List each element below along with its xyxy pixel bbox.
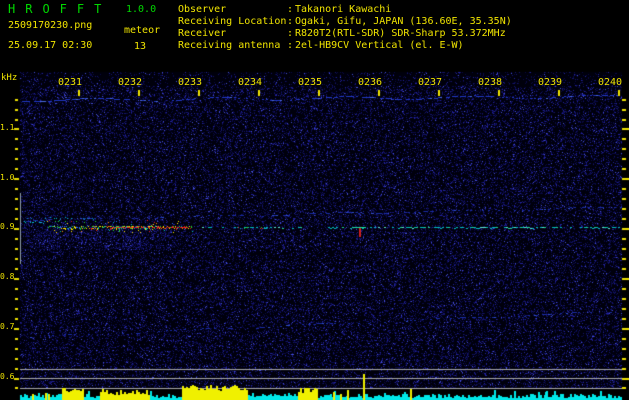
time-label-0234: 0234 bbox=[237, 77, 263, 88]
freq-label-1.1: 1.1 bbox=[0, 123, 15, 132]
output-filename: 2509170230.png bbox=[8, 20, 93, 31]
info-value: R820T2(RTL-SDR) SDR-Sharp 53.372MHz bbox=[295, 28, 506, 39]
time-label-0240: 0240 bbox=[597, 77, 623, 88]
info-separator: : bbox=[287, 28, 294, 39]
info-value: 2el-HB9CV Vertical (el. E-W) bbox=[295, 40, 464, 51]
app-title: HROFFT bbox=[8, 2, 112, 16]
echo-count: 13 bbox=[134, 41, 147, 52]
freq-label-0.9: 0.9 bbox=[0, 222, 15, 231]
freq-label-1.0: 1.0 bbox=[0, 173, 15, 182]
info-label: Receiving Location bbox=[178, 16, 287, 27]
freq-label-0.8: 0.8 bbox=[0, 272, 15, 281]
freq-label-0.7: 0.7 bbox=[0, 322, 15, 331]
observation-mode: meteor bbox=[124, 25, 161, 36]
info-value: Ogaki, Gifu, JAPAN (136.60E, 35.35N) bbox=[295, 16, 512, 27]
time-label-0236: 0236 bbox=[357, 77, 383, 88]
time-label-0233: 0233 bbox=[177, 77, 203, 88]
time-label-0239: 0239 bbox=[537, 77, 563, 88]
time-label-0231: 0231 bbox=[57, 77, 83, 88]
info-row-antenna: Receiving antenna:2el-HB9CV Vertical (el… bbox=[178, 40, 512, 52]
time-label-0237: 0237 bbox=[417, 77, 443, 88]
station-info: Observer: Takanori Kawachi Receiving Loca… bbox=[178, 4, 512, 52]
freq-label-0.6: 0.6 bbox=[0, 372, 15, 381]
info-value: Takanori Kawachi bbox=[295, 4, 392, 15]
info-separator: : bbox=[287, 40, 294, 51]
info-separator: : bbox=[287, 4, 294, 15]
info-label: Receiver bbox=[178, 28, 227, 39]
observation-datetime: 25.09.17 02:30 bbox=[8, 40, 93, 51]
time-label-0238: 0238 bbox=[477, 77, 503, 88]
time-label-0232: 0232 bbox=[117, 77, 143, 88]
y-axis-unit-label: kHz bbox=[1, 73, 18, 83]
info-row-observer: Observer: Takanori Kawachi bbox=[178, 4, 512, 16]
info-label: Observer bbox=[178, 4, 227, 15]
info-row-location: Receiving Location: Ogaki, Gifu, JAPAN (1… bbox=[178, 16, 512, 28]
time-label-0235: 0235 bbox=[297, 77, 323, 88]
app-version: 1.0.0 bbox=[126, 4, 157, 15]
info-label: Receiving antenna bbox=[178, 40, 281, 51]
info-separator: : bbox=[287, 16, 294, 27]
info-row-receiver: Receiver: R820T2(RTL-SDR) SDR-Sharp 53.37… bbox=[178, 28, 512, 40]
